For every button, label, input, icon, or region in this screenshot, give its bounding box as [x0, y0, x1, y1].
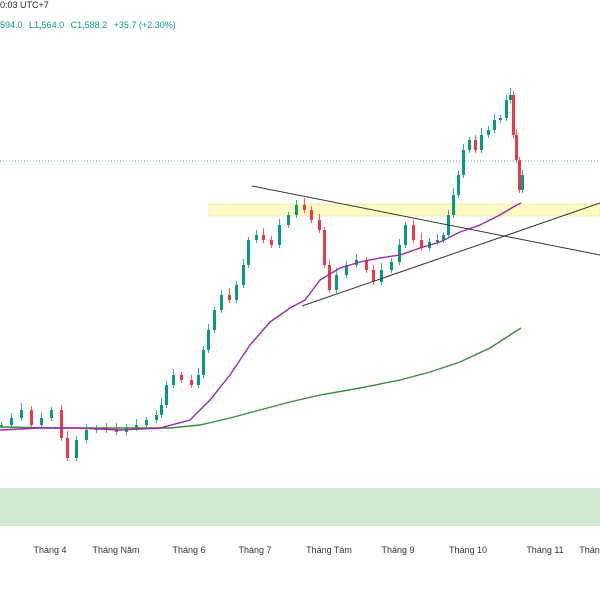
candle-up: [295, 205, 298, 215]
x-axis-label: Tháng Tám: [306, 545, 352, 555]
candle-up: [404, 225, 407, 245]
candle-up: [505, 100, 508, 118]
candle-up: [345, 265, 348, 275]
candle-up: [380, 270, 383, 282]
candle-up: [390, 262, 393, 270]
candle-up: [480, 135, 483, 150]
x-axis-label: Tháng Năm: [92, 545, 139, 555]
candle-up: [468, 140, 471, 150]
candle-up: [202, 350, 205, 375]
candle-up: [398, 245, 401, 262]
candle-up: [278, 225, 281, 245]
candle-up: [75, 440, 78, 458]
candle-up: [145, 420, 148, 425]
x-axis-label: Tháng 9: [381, 545, 414, 555]
candle-up: [40, 418, 43, 425]
candle-down: [270, 240, 273, 245]
demand-zone: [0, 488, 600, 526]
candle-up: [436, 240, 439, 242]
candle-up: [50, 410, 53, 418]
x-axis-labels: Tháng 4 Tháng Năm Tháng 6 Tháng 7 Tháng Tám T…: [33, 545, 600, 555]
candle-up: [509, 95, 512, 100]
candle-up: [10, 418, 13, 425]
time-text: 0:03 UTC+7: [0, 0, 49, 10]
ascending-trendline: [301, 202, 600, 307]
candle-up: [242, 265, 245, 285]
candle-up: [287, 215, 290, 225]
candles-group: [0, 88, 524, 461]
candle-down: [60, 410, 63, 438]
candle-up: [135, 425, 138, 428]
candle-down: [328, 265, 331, 290]
candle-down: [372, 270, 375, 282]
candle-up: [160, 405, 163, 415]
candle-up: [521, 175, 524, 190]
candle-down: [180, 375, 183, 380]
candle-down: [420, 240, 423, 248]
candle-down: [303, 205, 306, 210]
x-axis-label: Tháng: [579, 545, 600, 555]
ma-short-line: [0, 202, 522, 431]
x-axis-label: Tháng 4: [33, 545, 66, 555]
x-axis-label: Tháng 11: [526, 545, 563, 555]
time-label: 0:03 UTC+7: [0, 0, 49, 10]
candle-down: [310, 210, 313, 220]
candle-up: [452, 195, 455, 215]
ohlc-close: C1,588.2: [70, 20, 108, 30]
candle-up: [207, 330, 210, 350]
candle-up: [462, 150, 465, 175]
ma-long-line: [0, 327, 522, 429]
candle-up: [85, 430, 88, 440]
descending-trendline: [251, 185, 600, 256]
candle-down: [518, 160, 521, 190]
candle-down: [474, 140, 477, 150]
candle-up: [255, 235, 258, 240]
candle-down: [412, 225, 415, 240]
candle-up: [220, 295, 223, 310]
candle-up: [172, 375, 175, 385]
ohlc-change: +35.7 (+2.30%): [113, 20, 176, 30]
candle-down: [228, 295, 231, 300]
candle-up: [165, 385, 168, 405]
candle-up: [247, 240, 250, 265]
candle-down: [318, 220, 321, 230]
candle-down: [115, 430, 118, 432]
candle-down: [512, 95, 515, 135]
supply-zone: [208, 203, 600, 217]
candle-up: [457, 175, 460, 195]
candle-down: [515, 135, 518, 160]
x-axis-label: Tháng 7: [238, 545, 271, 555]
x-axis-label: Tháng 6: [172, 545, 205, 555]
candle-up: [335, 275, 338, 290]
candle-up: [155, 415, 158, 420]
candle-down: [66, 438, 69, 458]
ohlc-readout: 594.0 L1,564.0 C1,588.2 +35.7 (+2.30%): [0, 20, 180, 30]
candle-up: [213, 310, 216, 330]
candle-up: [0, 425, 3, 426]
candle-up: [487, 130, 490, 135]
candle-down: [323, 230, 326, 265]
candle-down: [262, 235, 265, 240]
x-axis-label: Tháng 10: [449, 545, 487, 555]
candle-down: [30, 410, 33, 425]
candle-up: [235, 285, 238, 300]
ohlc-low: L1,564.0: [29, 20, 65, 30]
candle-up: [197, 375, 200, 385]
candle-up: [442, 235, 445, 240]
ohlc-high: 594.0: [0, 20, 23, 30]
candle-up: [493, 120, 496, 130]
candle-up: [499, 118, 502, 120]
candle-down: [190, 380, 193, 385]
candle-down: [365, 260, 368, 270]
candle-up: [20, 410, 23, 418]
